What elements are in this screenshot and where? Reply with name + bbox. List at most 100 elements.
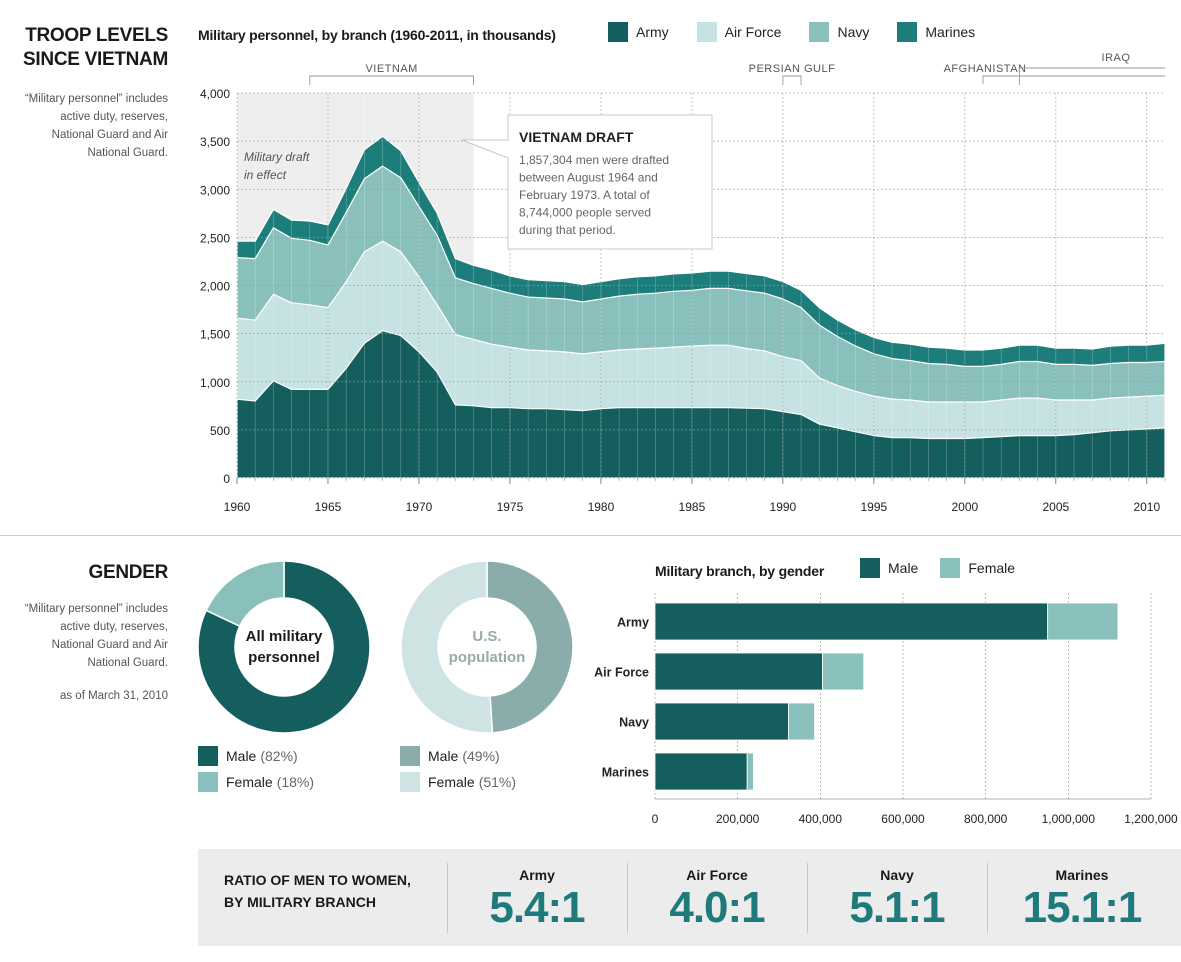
legend-pop-female-pct: (51%) [478,774,517,790]
troop-note: “Military personnel” includes active dut… [24,93,168,159]
period-label: AFGHANISTAN [944,63,1027,75]
bar-x-tick-label: 600,000 [881,812,925,826]
ratio-divider [627,863,628,933]
ratio-marines-value: 15.1:1 [1022,883,1143,932]
period-bracket [782,75,802,85]
legend-swatch-male [860,558,880,578]
period-annotation: AFGHANISTAN [944,63,1165,84]
donut-all-male-slice [197,560,371,734]
bar-female [746,752,754,791]
period-annotation: VIETNAM [309,63,474,85]
legend-pop-male: Male (49%) [400,746,516,766]
donut-all-legend: Male (82%) Female (18%) [198,746,314,792]
draft-label: Military draft [244,150,310,164]
x-tick-label: 1970 [406,500,433,514]
legend-swatch-all-male [198,746,218,766]
legend-navy: Navy [809,22,869,42]
legend-pop-male-pct: (49%) [462,748,500,764]
y-tick-label: 2,000 [200,280,230,294]
area-legend: Army Air Force Navy Marines [608,22,975,42]
bar-male [654,602,1049,641]
bar-category-label: Marines [602,766,649,780]
ratio-airforce: Air Force 4.0:1 [627,849,807,946]
donut-pop-label-line2: population [448,649,526,666]
period-bracket [1018,67,1165,85]
period-bracket [982,75,1165,84]
troop-title-line1: TROOP LEVELS [25,25,168,46]
y-tick-label: 3,500 [200,135,230,149]
legend-pop-female: Female (51%) [400,772,516,792]
area-chart: 0 500 1,000 1,500 2,000 2,500 3,000 3,500 4,000 1… [200,52,1166,514]
bar-x-tick-label: 1,200,000 [1124,812,1178,826]
bar-category-label: Army [617,616,649,630]
y-tick-label: 1,500 [200,328,230,342]
bar-category-label: Air Force [594,666,649,680]
donut-pop-label-line1: U.S. [472,628,502,645]
legend-all-female-pct: (18%) [276,774,315,790]
callout-text-line: during that period. [519,223,616,237]
period-label: PERSIAN GULF [749,63,836,75]
bar-female [788,702,815,741]
x-tick-label: 2005 [1042,500,1069,514]
ratio-army: Army 5.4:1 [447,849,627,946]
x-tick-label: 2000 [951,500,978,514]
bar-female [1047,602,1119,641]
period-label: IRAQ [1102,52,1131,64]
period-label: VIETNAM [365,63,417,75]
legend-all-female-label: Female [226,774,273,790]
donut-all-center-label: All military personnel [224,626,344,668]
donut-pop-center-label: U.S. population [427,626,547,668]
legend-army: Army [608,22,669,42]
y-tick-label: 4,000 [200,87,230,101]
bar-x-tick-label: 1,000,000 [1042,812,1096,826]
x-tick-label: 1965 [315,500,342,514]
donut-all-female-slice [205,560,285,628]
y-tick-label: 3,000 [200,183,230,197]
ratio-marines-label: Marines [1055,867,1109,883]
troop-title-line2: SINCE VIETNAM [23,49,168,70]
legend-swatch-female [940,558,961,578]
x-tick-label: 1995 [861,500,888,514]
legend-all-male-label: Male [226,748,257,764]
legend-swatch-army [608,22,628,42]
ratio-army-label: Army [519,867,555,883]
bar-x-tick-label: 0 [652,812,659,826]
bar-chart-title: Military branch, by gender [655,563,825,579]
legend-pop-female-label: Female [428,774,475,790]
ratio-title: RATIO OF MEN TO WOMEN, BY MILITARY BRANC… [224,869,411,913]
ratio-panel: RATIO OF MEN TO WOMEN, BY MILITARY BRANC… [198,849,1181,946]
donut-charts [197,560,574,734]
vietnam-draft-callout: VIETNAM DRAFT 1,857,304 men were drafted b… [461,114,713,250]
legend-swatch-pop-female [400,772,420,792]
donut-all-label-line2: personnel [248,649,320,666]
bar-female [821,652,865,691]
bar-x-tick-label: 800,000 [964,812,1008,826]
donut-pop-male-slice [486,560,574,734]
bar-x-tick-label: 200,000 [716,812,760,826]
legend-marines: Marines [897,22,975,42]
x-tick-label: 1985 [679,500,706,514]
callout-text-line: 1,857,304 men were drafted [519,153,669,167]
x-tick-label: 1975 [497,500,524,514]
donut-pop-female-slice [400,560,494,734]
x-tick-label: 2010 [1133,500,1160,514]
y-tick-label: 1,000 [200,376,230,390]
legend-pop-male-label: Male [428,748,459,764]
x-tick-label: 1960 [224,500,251,514]
y-tick-label: 500 [210,424,230,438]
legend-airforce: Air Force [696,22,781,42]
callout-box [461,114,713,250]
period-annotation: PERSIAN GULF [749,63,836,85]
donut-all-label-line1: All military [245,628,323,645]
section-divider [0,535,1181,536]
legend-all-male-pct: (82%) [260,748,298,764]
legend-swatch-all-female [198,772,218,792]
ratio-divider [807,863,808,933]
bar-male [654,652,823,691]
callout-text-line: between August 1964 and [519,171,658,185]
bar-legend: Male Female [860,558,1015,578]
legend-all-male: Male (82%) [198,746,314,766]
troop-section-title: TROOP LEVELS SINCE VIETNAM [0,24,168,72]
legend-female: Female [940,558,1015,578]
gender-as-of: as of March 31, 2010 [59,690,168,702]
